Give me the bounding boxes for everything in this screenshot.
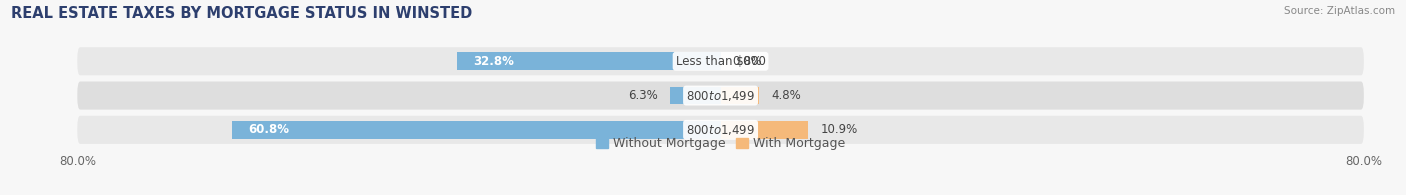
Bar — [721, 121, 808, 139]
Legend: Without Mortgage, With Mortgage: Without Mortgage, With Mortgage — [591, 132, 851, 155]
Text: $800 to $1,499: $800 to $1,499 — [686, 123, 755, 137]
Text: 32.8%: 32.8% — [472, 55, 513, 68]
Text: 60.8%: 60.8% — [247, 123, 288, 136]
Text: Less than $800: Less than $800 — [676, 55, 765, 68]
Text: 4.8%: 4.8% — [772, 89, 801, 102]
Bar — [232, 121, 721, 139]
Bar — [669, 87, 721, 105]
FancyBboxPatch shape — [77, 47, 1364, 75]
FancyBboxPatch shape — [77, 116, 1364, 144]
Bar — [721, 87, 759, 105]
Bar — [457, 52, 721, 70]
Text: $800 to $1,499: $800 to $1,499 — [686, 89, 755, 103]
Text: 0.0%: 0.0% — [733, 55, 762, 68]
Text: Source: ZipAtlas.com: Source: ZipAtlas.com — [1284, 6, 1395, 16]
Text: REAL ESTATE TAXES BY MORTGAGE STATUS IN WINSTED: REAL ESTATE TAXES BY MORTGAGE STATUS IN … — [11, 6, 472, 21]
Text: 6.3%: 6.3% — [628, 89, 658, 102]
FancyBboxPatch shape — [77, 82, 1364, 110]
Text: 10.9%: 10.9% — [820, 123, 858, 136]
